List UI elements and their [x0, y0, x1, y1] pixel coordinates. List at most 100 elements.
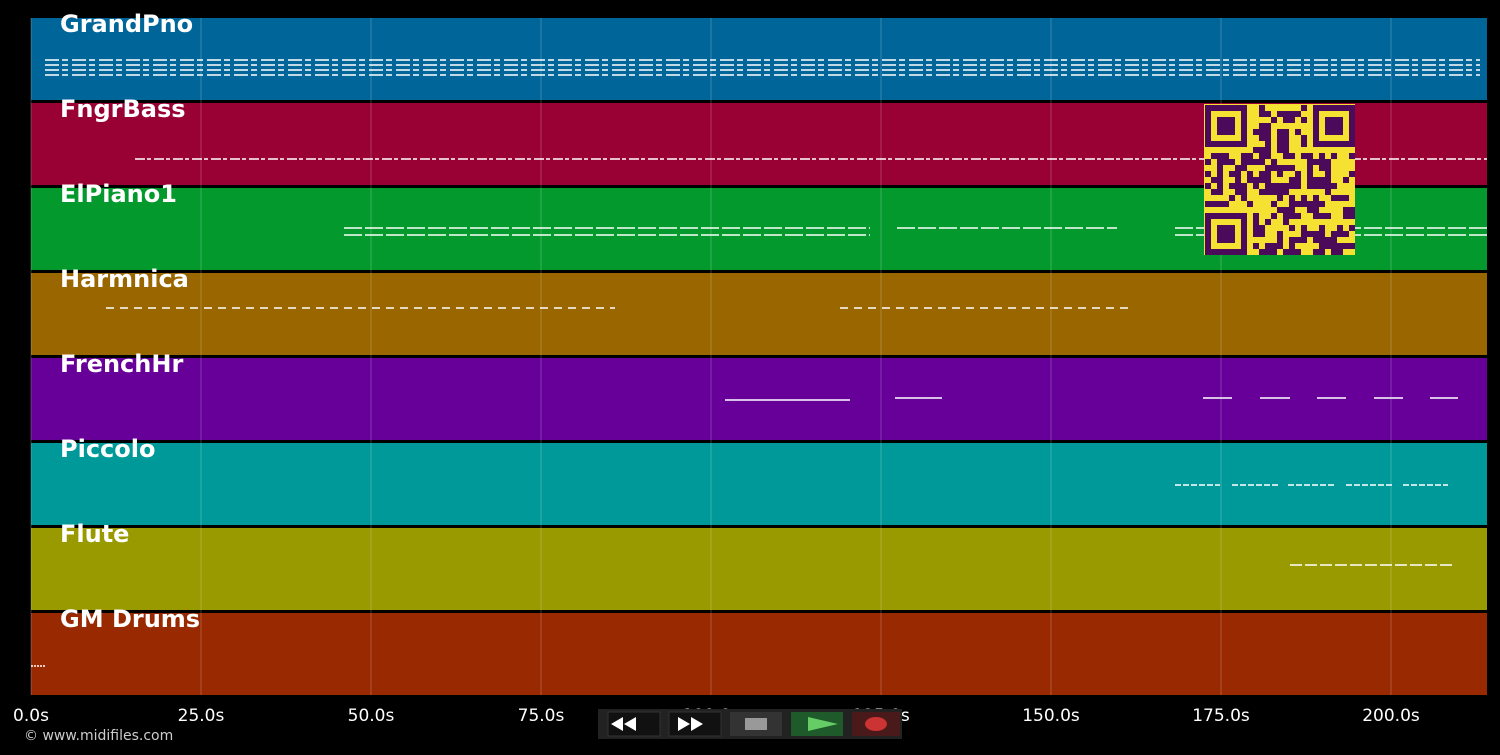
- qr-cell: [1271, 159, 1277, 165]
- qr-cell: [1271, 189, 1277, 195]
- qr-cell: [1223, 237, 1229, 243]
- qr-cell: [1289, 153, 1295, 159]
- qr-cell: [1325, 105, 1331, 111]
- qr-cell: [1325, 165, 1331, 171]
- qr-cell: [1319, 237, 1325, 243]
- qr-cell: [1307, 159, 1313, 165]
- qr-cell: [1229, 141, 1235, 147]
- fast-forward-button[interactable]: [668, 711, 722, 737]
- qr-cell: [1265, 123, 1271, 129]
- qr-cell: [1259, 129, 1265, 135]
- qr-cell: [1217, 189, 1223, 195]
- tick-label: 0.0s: [13, 706, 49, 726]
- rewind-button[interactable]: [607, 711, 661, 737]
- qr-cell: [1283, 111, 1289, 117]
- qr-cell: [1349, 105, 1355, 111]
- qr-cell: [1277, 189, 1283, 195]
- stop-button[interactable]: [730, 712, 782, 736]
- qr-cell: [1337, 195, 1343, 201]
- qr-cell: [1349, 117, 1355, 123]
- qr-cell: [1229, 105, 1235, 111]
- qr-cell: [1265, 249, 1271, 255]
- qr-cell: [1349, 135, 1355, 141]
- qr-cell: [1217, 171, 1223, 177]
- qr-cell: [1259, 249, 1265, 255]
- qr-cell: [1271, 183, 1277, 189]
- qr-cell: [1217, 183, 1223, 189]
- qr-cell: [1283, 117, 1289, 123]
- qr-cell: [1235, 189, 1241, 195]
- qr-cell: [1313, 129, 1319, 135]
- play-button[interactable]: [791, 712, 843, 736]
- qr-cell: [1241, 219, 1247, 225]
- transport-controls: [598, 709, 902, 739]
- qr-cell: [1307, 153, 1313, 159]
- qr-cell: [1271, 213, 1277, 219]
- qr-cell: [1235, 177, 1241, 183]
- tick-label: 175.0s: [1192, 706, 1250, 726]
- qr-cell: [1253, 231, 1259, 237]
- qr-cell: [1217, 237, 1223, 243]
- qr-cell: [1229, 249, 1235, 255]
- qr-cell: [1337, 117, 1343, 123]
- qr-cell: [1343, 105, 1349, 111]
- qr-cell: [1205, 117, 1211, 123]
- qr-cell: [1271, 201, 1277, 207]
- qr-cell: [1343, 177, 1349, 183]
- tick-label: 150.0s: [1022, 706, 1080, 726]
- qr-cell: [1205, 237, 1211, 243]
- qr-cell: [1217, 129, 1223, 135]
- qr-cell: [1277, 165, 1283, 171]
- qr-cell: [1223, 129, 1229, 135]
- qr-cell: [1313, 105, 1319, 111]
- qr-cell: [1217, 177, 1223, 183]
- qr-cell: [1271, 243, 1277, 249]
- qr-cell: [1307, 231, 1313, 237]
- qr-cell: [1319, 183, 1325, 189]
- qr-cell: [1331, 123, 1337, 129]
- qr-cell: [1229, 117, 1235, 123]
- qr-cell: [1283, 183, 1289, 189]
- qr-cell: [1301, 225, 1307, 231]
- qr-cell: [1253, 243, 1259, 249]
- qr-cell: [1325, 159, 1331, 165]
- grid: [30, 18, 1392, 695]
- qr-cell: [1289, 237, 1295, 243]
- qr-cell: [1205, 231, 1211, 237]
- qr-cell: [1283, 213, 1289, 219]
- qr-cell: [1205, 171, 1211, 177]
- record-button[interactable]: [852, 712, 900, 736]
- qr-cell: [1349, 129, 1355, 135]
- qr-cell: [1331, 231, 1337, 237]
- qr-cell: [1217, 159, 1223, 165]
- qr-cell: [1313, 117, 1319, 123]
- qr-cell: [1229, 195, 1235, 201]
- qr-cell: [1259, 231, 1265, 237]
- tick-label: 25.0s: [178, 706, 225, 726]
- qr-cell: [1205, 159, 1211, 165]
- qr-cell: [1337, 105, 1343, 111]
- qr-cell: [1253, 147, 1259, 153]
- qr-cell: [1301, 105, 1307, 111]
- qr-cell: [1343, 195, 1349, 201]
- qr-cell: [1259, 153, 1265, 159]
- qr-cell: [1295, 183, 1301, 189]
- qr-cell: [1325, 129, 1331, 135]
- qr-cell: [1265, 183, 1271, 189]
- qr-cell: [1253, 183, 1259, 189]
- qr-cell: [1289, 111, 1295, 117]
- qr-cell: [1337, 231, 1343, 237]
- qr-code: [1204, 104, 1355, 255]
- qr-cell: [1223, 231, 1229, 237]
- qr-cell: [1229, 237, 1235, 243]
- qr-cell: [1343, 243, 1349, 249]
- qr-cell: [1241, 141, 1247, 147]
- qr-cell: [1289, 201, 1295, 207]
- qr-cell: [1295, 237, 1301, 243]
- qr-cell: [1301, 117, 1307, 123]
- qr-cell: [1301, 141, 1307, 147]
- qr-cell: [1313, 183, 1319, 189]
- qr-cell: [1205, 213, 1211, 219]
- qr-cell: [1253, 225, 1259, 231]
- qr-cell: [1307, 165, 1313, 171]
